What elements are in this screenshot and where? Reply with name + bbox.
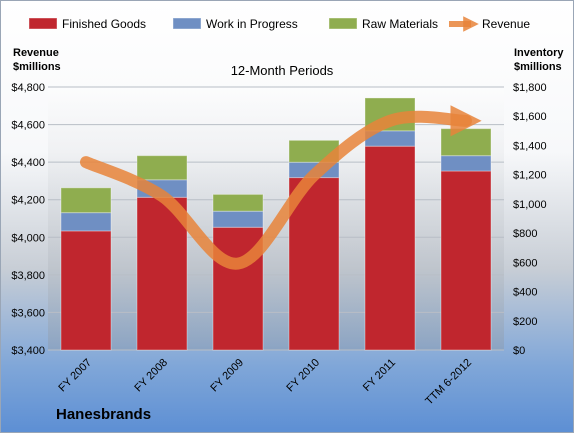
- bar-work-in-progress: [60, 212, 112, 232]
- company-name: Hanesbrands: [56, 406, 151, 423]
- left-tick-label: $4,600: [11, 120, 45, 132]
- x-tick-label: FY 2007: [56, 357, 94, 395]
- right-axis-title-line1: Inventory: [514, 47, 564, 59]
- left-tick-label: $3,800: [11, 270, 45, 282]
- bar-work-in-progress: [212, 210, 264, 228]
- chart-title: 12-Month Periods: [231, 63, 334, 78]
- x-tick-label: FY 2009: [208, 357, 246, 395]
- left-tick-label: $4,200: [11, 195, 45, 207]
- legend-swatch: [28, 17, 58, 30]
- bars-group: [60, 97, 492, 351]
- legend: Finished Goods Work in Progress Raw Materi…: [28, 16, 530, 32]
- left-tick-label: $3,400: [11, 345, 45, 357]
- bar-finished-goods: [60, 230, 112, 351]
- right-tick-label: $0: [513, 345, 525, 357]
- x-tick-label: FY 2008: [132, 357, 170, 395]
- x-tick-label: TTM 6-2012: [423, 357, 474, 408]
- legend-label: Finished Goods: [62, 17, 146, 31]
- right-tick-label: $1,400: [513, 140, 547, 152]
- right-tick-label: $600: [513, 257, 537, 269]
- right-tick-label: $400: [513, 287, 537, 299]
- left-tick-label: $4,400: [11, 157, 45, 169]
- bar-finished-goods: [288, 177, 340, 351]
- legend-swatch: [328, 17, 358, 30]
- bar-raw-materials: [212, 193, 264, 212]
- x-tick-label: FY 2011: [361, 357, 398, 394]
- legend-label: Raw Materials: [362, 17, 438, 31]
- right-tick-label: $1,800: [513, 82, 547, 94]
- right-tick-label: $1,600: [513, 111, 547, 123]
- revenue-line: [80, 105, 482, 270]
- bar-raw-materials: [60, 187, 112, 214]
- x-tick-label: FY 2010: [284, 357, 322, 395]
- left-axis-title-line1: Revenue: [13, 47, 59, 59]
- bar-finished-goods: [364, 145, 416, 351]
- left-tick-label: $4,000: [11, 232, 45, 244]
- left-axis-title-line2: $millions: [13, 61, 61, 73]
- bar-finished-goods: [136, 196, 188, 351]
- bar-work-in-progress: [440, 155, 492, 172]
- bar-raw-materials: [440, 128, 492, 157]
- bar-raw-materials: [136, 155, 188, 181]
- legend-label: Work in Progress: [206, 17, 298, 31]
- left-tick-label: $3,600: [11, 307, 45, 319]
- legend-swatch: [172, 17, 202, 30]
- right-tick-label: $200: [513, 316, 537, 328]
- legend-label: Revenue: [482, 17, 530, 31]
- left-tick-label: $4,800: [11, 82, 45, 94]
- right-tick-label: $800: [513, 228, 537, 240]
- right-axis-title-line2: $millions: [514, 61, 562, 73]
- right-tick-label: $1,000: [513, 199, 547, 211]
- right-tick-label: $1,200: [513, 170, 547, 182]
- right-axis-ticks: $0 $200 $400 $600 $800 $1,000 $1,200 $1,400 $1,6…: [513, 82, 547, 357]
- revenue-line-group: [80, 105, 482, 270]
- left-axis-ticks: $3,400 $3,600 $3,800 $4,000 $4,200 $4,400 $4,6…: [11, 82, 45, 357]
- x-axis-ticks: FY 2007 FY 2008 FY 2009 FY 2010 FY 2011 TTM 6…: [56, 357, 474, 408]
- bar-finished-goods: [440, 170, 492, 351]
